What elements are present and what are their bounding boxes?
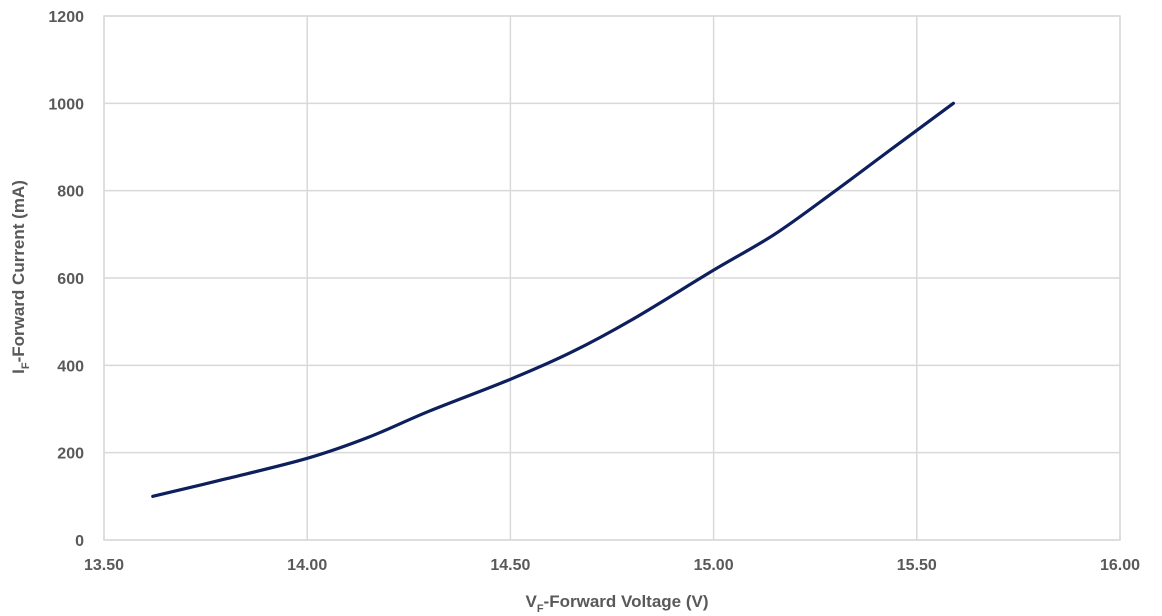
series-line-0 <box>151 101 955 498</box>
series-layer <box>151 101 955 498</box>
grid-lines <box>103 15 1121 541</box>
y-tick-label: 1000 <box>48 96 84 113</box>
plot-border <box>103 15 1121 541</box>
y-tick-label: 200 <box>57 446 84 463</box>
x-tick-label: 15.50 <box>897 557 937 574</box>
y-tick-label: 0 <box>75 533 84 550</box>
y-tick-label: 600 <box>57 271 84 288</box>
y-tick-labels: 0 200 400 600 800 1000 1200 <box>48 9 84 550</box>
x-tick-label: 14.50 <box>490 557 530 574</box>
x-tick-labels: 13.50 14.00 14.50 15.00 15.50 16.00 <box>84 557 1140 574</box>
x-tick-label: 14.00 <box>287 557 327 574</box>
x-tick-label: 13.50 <box>84 557 124 574</box>
y-tick-label: 1200 <box>48 9 84 26</box>
y-tick-label: 400 <box>57 358 84 375</box>
x-tick-label: 16.00 <box>1100 557 1140 574</box>
x-axis-title: VF-Forward Voltage (V) <box>525 592 708 615</box>
x-tick-label: 15.00 <box>694 557 734 574</box>
y-tick-label: 800 <box>57 184 84 201</box>
plot-area <box>103 15 1121 541</box>
y-axis-title: IF-Forward Current (mA) <box>9 180 32 374</box>
